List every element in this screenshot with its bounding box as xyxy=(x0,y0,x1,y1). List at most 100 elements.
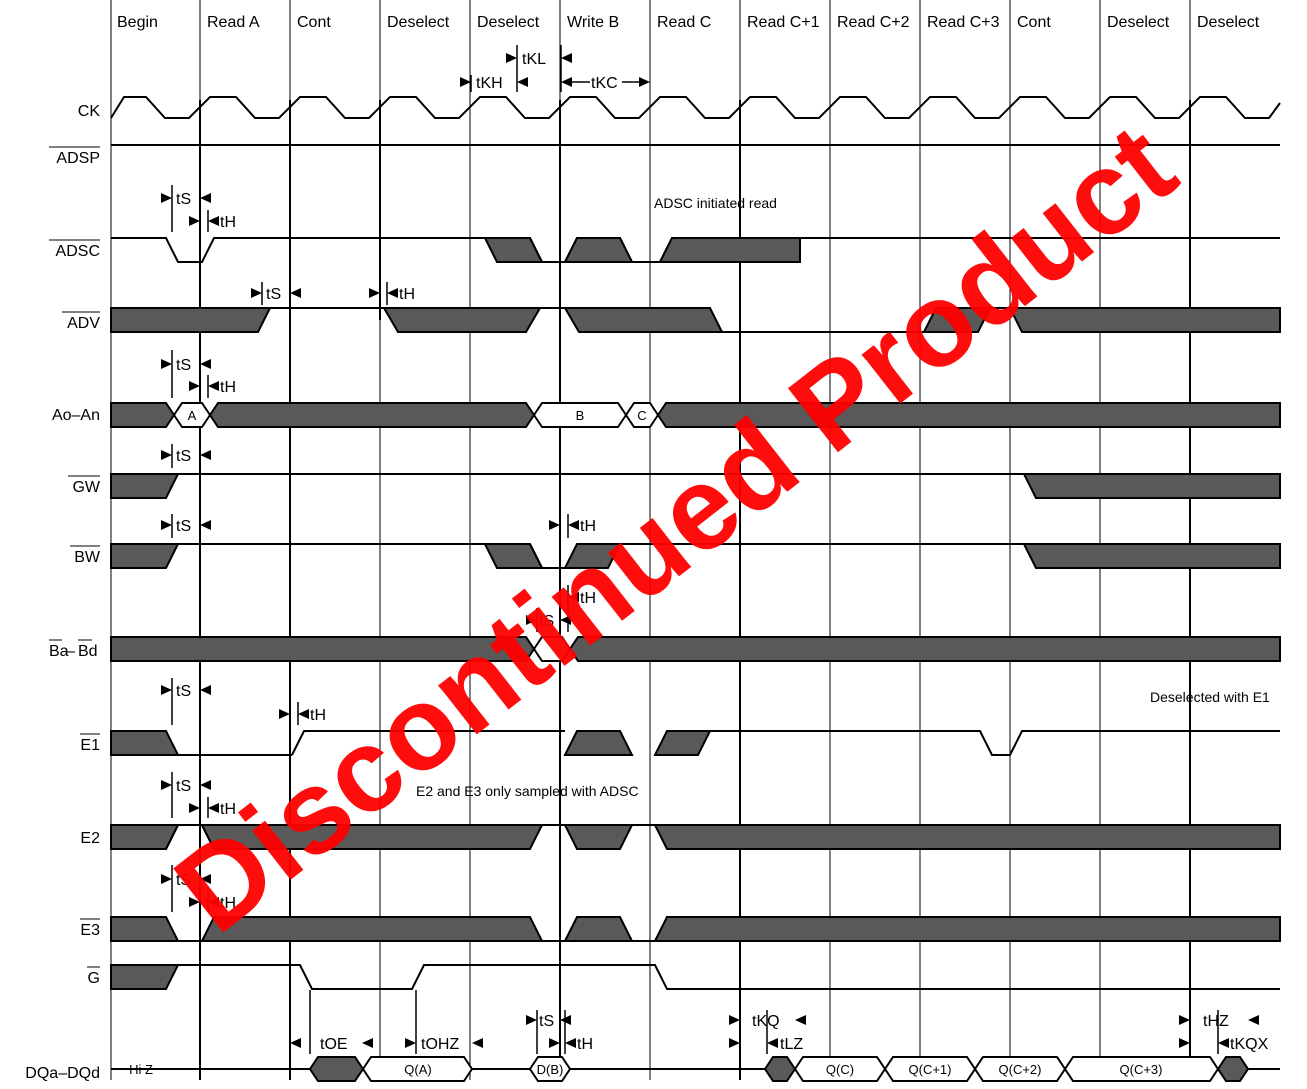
ts-label: tS xyxy=(176,872,191,889)
gw-dontcare xyxy=(1022,473,1281,499)
toe-label: tOE xyxy=(320,1036,348,1053)
bw-dontcare xyxy=(110,543,180,569)
g-waveform xyxy=(178,964,1280,990)
signal-gw-label: GW xyxy=(72,479,100,496)
e1-dontcare xyxy=(653,730,712,756)
e2-dontcare xyxy=(200,824,544,850)
signal-dq-label: DQa–DQd xyxy=(25,1065,100,1082)
timing-labels: tKL tKH tKC tS tH tS tH tS tH tS tS tH t… xyxy=(176,51,1269,1053)
signal-adsp-label: ADSP xyxy=(56,150,100,167)
ts-label: tS xyxy=(176,778,191,795)
dq-value-qc3: Q(C+3) xyxy=(1120,1062,1163,1077)
tkc-label: tKC xyxy=(591,75,618,92)
g-dontcare xyxy=(110,964,180,990)
adsc-waveform xyxy=(485,237,544,263)
th-label: tH xyxy=(580,590,596,607)
dq-value-qc: Q(C) xyxy=(826,1062,854,1077)
cycle-label: Read C+3 xyxy=(927,14,1000,31)
dq-value-qc1: Q(C+1) xyxy=(909,1062,952,1077)
signal-e2-label: E2 xyxy=(80,830,100,847)
adv-dontcare xyxy=(563,307,724,333)
ts-label: tS xyxy=(176,191,191,208)
cycle-label: Deselect xyxy=(477,14,540,31)
e1-waveform xyxy=(291,730,565,756)
e3-dontcare xyxy=(653,916,1281,942)
cycle-label: Read C+2 xyxy=(837,14,910,31)
dq-value-db: D(B) xyxy=(537,1062,564,1077)
e1-deselect-note: Deselected with E1 xyxy=(1150,689,1270,705)
tkqx-label: tKQX xyxy=(1230,1036,1269,1053)
cycle-headers: Begin Read A Cont Deselect Deselect Writ… xyxy=(117,14,1260,31)
tlz-label: tLZ xyxy=(780,1036,803,1053)
e2e3-note: E2 and E3 only sampled with ADSC xyxy=(416,783,639,799)
ts-label: tS xyxy=(176,448,191,465)
cycle-label: Deselect xyxy=(1197,14,1260,31)
th-label: tH xyxy=(220,379,236,396)
ts-label: tS xyxy=(539,613,554,630)
e1-dontcare xyxy=(110,730,180,756)
e1-dontcare xyxy=(563,730,634,756)
dq-invalid xyxy=(308,1056,365,1082)
signal-address-label: Ao–An xyxy=(52,407,100,424)
dq-value-qc2: Q(C+2) xyxy=(999,1062,1042,1077)
address-dontcare xyxy=(656,402,1281,428)
address-value-c: C xyxy=(637,408,646,423)
e1-waveform xyxy=(710,730,1280,756)
ts-label: tS xyxy=(176,357,191,374)
dq-value-qa: Q(A) xyxy=(404,1062,431,1077)
active-low-overbars xyxy=(49,146,100,968)
bw-dontcare xyxy=(1022,543,1281,569)
adsc-dontcare xyxy=(658,237,801,263)
e2-dontcare xyxy=(653,824,1281,850)
ts-label: tS xyxy=(176,683,191,700)
thz-label: tHZ xyxy=(1203,1013,1229,1030)
signal-ba-label: Ba xyxy=(49,643,69,660)
address-value-a: A xyxy=(188,408,197,423)
dq-invalid xyxy=(763,1056,797,1082)
tkl-label: tKL xyxy=(522,51,546,68)
signal-dash-label: – xyxy=(66,643,75,660)
bus-value-labels: A B C Q(A) D(B) Q(C) Q(C+1) Q(C+2) Q(C+3… xyxy=(129,408,1162,1077)
ts-label: tS xyxy=(539,1013,554,1030)
signal-bd-label: Bd xyxy=(78,643,98,660)
adsc-dontcare xyxy=(483,237,544,263)
adsc-dontcare xyxy=(563,237,634,263)
tohz-label: tOHZ xyxy=(421,1036,459,1053)
e2-dontcare xyxy=(563,824,634,850)
th-label: tH xyxy=(580,518,596,535)
ts-label: tS xyxy=(266,286,281,303)
e3-dontcare xyxy=(563,916,634,942)
gw-dontcare xyxy=(110,473,180,499)
tkh-label: tKH xyxy=(476,75,503,92)
waveforms xyxy=(110,96,1281,1082)
ck-waveform xyxy=(110,96,1281,119)
e3-dontcare xyxy=(200,916,544,942)
th-label: tH xyxy=(220,214,236,231)
th-label: tH xyxy=(310,707,326,724)
signal-names: CK ADSP ADSC ADV Ao–An GW BW E1 E2 E3 G … xyxy=(25,103,101,1082)
annotations: ADSC initiated read Deselected with E1 E… xyxy=(416,195,1270,799)
e3-dontcare xyxy=(110,916,180,942)
signal-g-label: G xyxy=(88,970,100,987)
th-label: tH xyxy=(577,1036,593,1053)
signal-e3-label: E3 xyxy=(80,922,100,939)
adsc-waveform xyxy=(111,237,485,263)
cycle-label: Deselect xyxy=(387,14,450,31)
cycle-label: Write B xyxy=(567,14,619,31)
adv-dontcare xyxy=(382,307,542,333)
tkq-label: tKQ xyxy=(752,1013,780,1030)
bw-waveform xyxy=(529,543,565,569)
signal-e1-label: E1 xyxy=(80,737,100,754)
th-label: tH xyxy=(399,286,415,303)
address-value-b: B xyxy=(576,408,585,423)
byte-enable-dontcare xyxy=(568,636,1281,662)
th-label: tH xyxy=(220,801,236,818)
signal-adv-label: ADV xyxy=(67,315,100,332)
address-dontcare xyxy=(208,402,536,428)
dq-invalid xyxy=(1216,1056,1250,1082)
adv-dontcare xyxy=(1008,307,1281,333)
byte-enable-dontcare xyxy=(110,636,536,662)
cycle-label: Deselect xyxy=(1107,14,1170,31)
adv-dontcare xyxy=(110,307,272,333)
